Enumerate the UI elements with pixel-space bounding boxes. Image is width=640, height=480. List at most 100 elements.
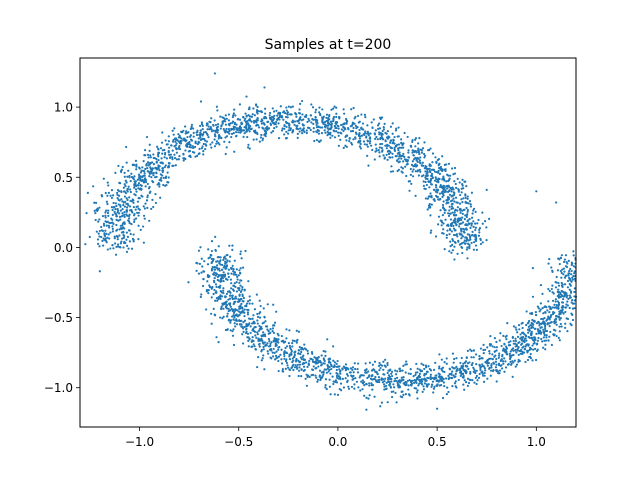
data-point — [392, 141, 395, 144]
data-point — [105, 232, 108, 235]
data-point — [255, 123, 258, 126]
data-point — [463, 208, 466, 211]
data-point — [124, 185, 127, 188]
data-point — [231, 315, 234, 318]
data-point — [171, 156, 174, 159]
data-point — [242, 300, 245, 303]
data-point — [394, 155, 397, 158]
data-point — [374, 129, 377, 132]
data-point — [234, 314, 238, 317]
data-point — [484, 360, 487, 364]
data-point — [336, 359, 339, 363]
data-point — [466, 219, 469, 223]
data-point — [407, 149, 410, 152]
data-point — [520, 343, 523, 346]
data-point — [358, 120, 361, 123]
data-point — [506, 353, 509, 356]
data-point — [273, 351, 276, 354]
data-point — [567, 297, 570, 300]
data-point — [97, 220, 100, 223]
data-point — [278, 346, 281, 349]
data-point — [450, 167, 454, 170]
data-point — [144, 202, 147, 205]
data-point — [368, 382, 371, 385]
data-point — [452, 233, 456, 237]
data-point — [542, 346, 545, 349]
data-point — [369, 140, 372, 143]
data-point — [447, 377, 450, 381]
data-point — [275, 120, 278, 124]
data-point — [288, 374, 291, 378]
data-point — [134, 217, 138, 220]
data-point — [335, 115, 338, 119]
data-point — [306, 375, 309, 378]
data-point — [222, 116, 225, 120]
data-point — [434, 156, 437, 159]
data-point — [466, 246, 469, 249]
data-point — [435, 188, 438, 192]
data-point — [450, 222, 453, 226]
data-point — [251, 317, 254, 320]
data-point — [540, 317, 543, 321]
data-point — [554, 281, 557, 284]
data-point — [302, 127, 305, 130]
data-point — [390, 372, 393, 375]
data-point — [275, 125, 278, 128]
data-point — [450, 373, 453, 376]
data-point — [384, 131, 387, 134]
data-point — [122, 231, 125, 234]
data-point — [247, 119, 250, 122]
data-point — [178, 148, 182, 151]
data-point — [247, 323, 250, 326]
data-point — [396, 152, 400, 155]
data-point — [306, 120, 309, 123]
data-point — [359, 389, 362, 392]
data-point — [459, 374, 462, 377]
data-point — [282, 118, 285, 121]
data-point — [189, 134, 192, 137]
data-point — [570, 269, 573, 273]
data-point — [272, 303, 275, 306]
data-point — [272, 110, 276, 113]
data-point — [324, 354, 327, 358]
data-point — [243, 314, 246, 318]
data-point — [133, 220, 136, 223]
data-point — [142, 214, 146, 217]
data-point — [438, 177, 441, 181]
data-point — [214, 235, 217, 238]
data-point — [314, 367, 317, 370]
data-point — [139, 183, 142, 187]
data-point — [295, 125, 298, 128]
data-point — [123, 227, 126, 230]
data-point — [532, 348, 535, 351]
data-point — [293, 353, 296, 357]
data-point — [448, 205, 451, 208]
data-point — [135, 190, 138, 193]
data-point — [137, 173, 141, 176]
data-point — [213, 72, 217, 75]
data-point — [533, 336, 536, 339]
data-point — [426, 385, 429, 388]
data-point — [118, 228, 121, 231]
data-point — [329, 361, 332, 364]
data-point — [242, 321, 245, 324]
data-point — [266, 303, 269, 306]
data-point — [159, 196, 162, 199]
x-tick-label: 1.0 — [527, 435, 546, 449]
data-point — [142, 241, 145, 244]
data-point — [413, 386, 416, 390]
data-point — [250, 345, 253, 348]
data-point — [222, 291, 225, 295]
data-point — [434, 184, 438, 187]
data-point — [392, 138, 395, 141]
data-point — [234, 126, 237, 129]
data-point — [546, 322, 550, 325]
data-point — [463, 379, 466, 382]
data-point — [365, 396, 368, 399]
data-point — [103, 232, 106, 235]
data-point — [241, 288, 244, 291]
data-point — [421, 380, 424, 383]
data-point — [534, 313, 538, 317]
data-point — [292, 368, 295, 372]
data-point — [562, 295, 566, 298]
